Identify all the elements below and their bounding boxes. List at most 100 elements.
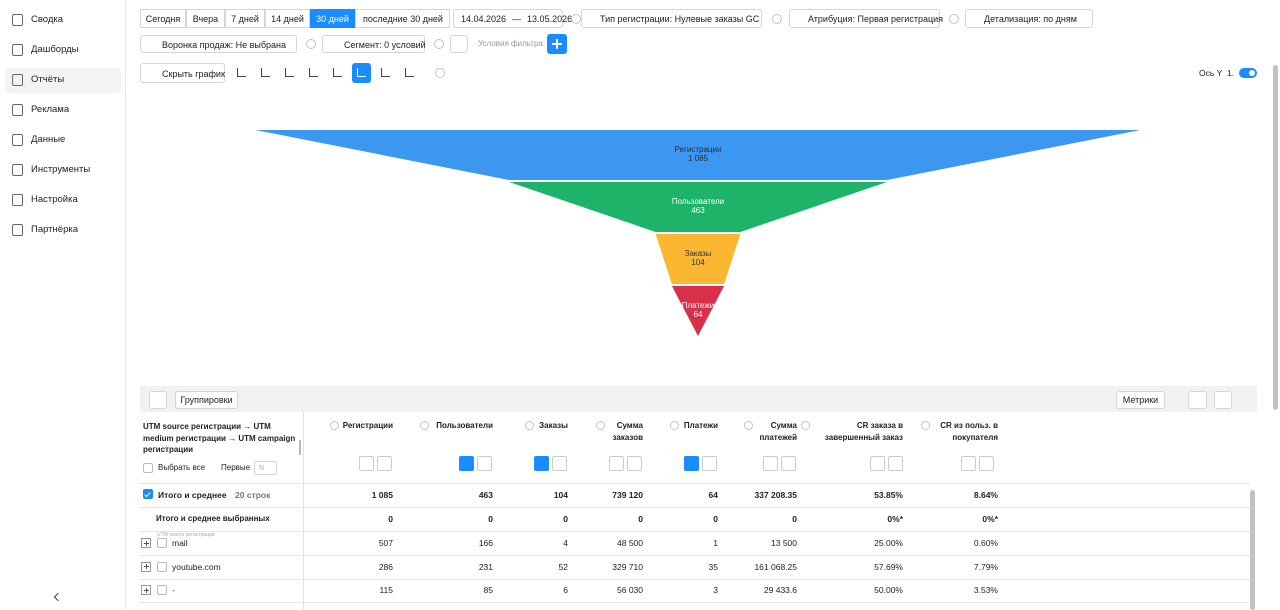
sidebar-item[interactable]: Инструменты [31, 164, 91, 175]
row-checkbox[interactable] [157, 561, 167, 572]
segment-button[interactable]: Сегмент: 0 условий [322, 35, 426, 53]
segment-value: 64 [694, 310, 703, 319]
column-chart-button[interactable] [961, 456, 976, 471]
table-cell: 53.85% [874, 490, 903, 500]
table-cell: 0 [792, 514, 797, 524]
expand-v [145, 587, 147, 593]
period-button[interactable]: 14 дней [265, 9, 310, 28]
row-checkbox[interactable] [157, 538, 167, 548]
date-range[interactable]: 14.04.2026 — 13.05.2026 [453, 9, 572, 28]
total-checkbox[interactable] [143, 489, 153, 499]
table-cell: 166 [478, 538, 493, 548]
column-chart-button[interactable] [684, 456, 699, 471]
expand-button[interactable] [141, 585, 151, 595]
column-chart-button[interactable] [534, 456, 549, 471]
help-icon [525, 421, 534, 430]
row-label[interactable]: youtube.com [172, 561, 221, 572]
download-button[interactable] [149, 391, 167, 409]
funnel-select[interactable]: Воронка продаж: Не выбрана [140, 35, 297, 53]
help-icon [772, 14, 782, 24]
table-cell: 507 [378, 538, 393, 548]
table-cell: 1 085 [371, 490, 393, 500]
grouping-button[interactable]: Группировки [175, 391, 238, 409]
column-more-button[interactable] [552, 456, 567, 471]
attribution-select[interactable]: Атрибуция: Первая регистрация [789, 9, 943, 28]
sidebar-item[interactable]: Партнёрка [31, 224, 78, 235]
column-more-button[interactable] [979, 456, 994, 471]
expand-button[interactable] [141, 538, 151, 548]
hide-chart-button[interactable]: Скрыть график [140, 63, 225, 83]
period-button[interactable]: 30 дней [310, 9, 355, 28]
chart-type-button[interactable] [352, 63, 371, 83]
select-all-checkbox[interactable] [143, 463, 153, 473]
column-more-button[interactable] [888, 456, 903, 471]
export-button[interactable] [1188, 391, 1207, 409]
table-cell: 7.79% [973, 561, 998, 572]
first-input[interactable]: N [254, 461, 277, 475]
refresh-button[interactable] [450, 35, 468, 53]
period-button[interactable]: Вчера [186, 9, 225, 28]
column-more-button[interactable] [477, 456, 492, 471]
sidebar-item[interactable]: Сводка [31, 14, 64, 25]
table-cell: 0 [388, 514, 393, 524]
period-select[interactable]: последние 30 дней [355, 9, 450, 28]
metrics-button[interactable]: Метрики [1116, 391, 1165, 409]
column-header: Регистрации [342, 421, 393, 430]
period-button[interactable]: Сегодня [140, 9, 186, 28]
row-border [140, 483, 1250, 484]
segment-label: Платежи [682, 301, 714, 310]
sidebar-icon [12, 164, 23, 176]
sidebar-item[interactable]: Дашборды [31, 44, 79, 55]
sidebar-item[interactable]: Настройка [31, 194, 78, 205]
sidebar-icon [12, 224, 23, 236]
sidebar-item[interactable]: Данные [31, 134, 66, 145]
column-chart-button[interactable] [359, 456, 374, 471]
column-chart-button[interactable] [870, 456, 885, 471]
column-more-button[interactable] [702, 456, 717, 471]
table-cell: 48 500 [617, 538, 643, 548]
table-cell: 161 068.25 [754, 561, 797, 572]
selected-label: Итого и среднее выбранных [156, 514, 270, 523]
column-header: Сумма платежей [759, 421, 797, 442]
axis-y-label: Ось Y [1199, 68, 1223, 78]
column-header: CR заказа в завершенный заказ [824, 421, 903, 442]
column-more-button[interactable] [627, 456, 642, 471]
table-cell: 329 710 [612, 561, 643, 572]
chart-type-icon [405, 68, 414, 77]
column-chart-button[interactable] [763, 456, 778, 471]
reg-type-select[interactable]: Тип регистрации: Нулевые заказы GC [581, 9, 762, 28]
expand-button[interactable] [141, 561, 151, 572]
period-button[interactable]: 7 дней [225, 9, 265, 28]
detail-select[interactable]: Детализация: по дням [965, 9, 1093, 28]
table-cell: 1 [713, 538, 718, 548]
row-checkbox[interactable] [157, 585, 167, 595]
table-cell: 13 500 [771, 538, 797, 548]
help-icon [801, 421, 810, 430]
sidebar-icon [12, 194, 23, 206]
column-more-button[interactable] [377, 456, 392, 471]
column-chart-button[interactable] [609, 456, 624, 471]
row-label[interactable]: mail [172, 538, 188, 548]
page-scrollbar [1273, 65, 1278, 410]
copy-button[interactable] [1214, 391, 1232, 409]
funnel-segment [509, 182, 887, 232]
group-header: UTM source регистрации → UTM medium реги… [143, 422, 296, 454]
column-more-button[interactable] [781, 456, 796, 471]
funnel-segment [255, 130, 1141, 180]
table-cell: 56 030 [617, 585, 643, 595]
sidebar-item[interactable]: Реклама [31, 104, 70, 115]
total-count: 20 строк [235, 490, 271, 500]
axis-toggle[interactable] [1239, 68, 1257, 78]
table-cell: 4 [563, 538, 568, 548]
help-icon [670, 421, 679, 430]
sidebar-item[interactable]: Отчёты [31, 74, 65, 85]
chart-type-icon [285, 68, 294, 77]
row-label[interactable]: - [172, 585, 175, 595]
table-cell: 0 [563, 514, 568, 524]
column-chart-button[interactable] [459, 456, 474, 471]
table-cell: 0.60% [973, 538, 998, 548]
column-header: CR из польз. в покупателя [940, 421, 998, 442]
table-cell: 25.00% [874, 538, 903, 548]
help-icon [420, 421, 429, 430]
plus-v [556, 39, 558, 49]
